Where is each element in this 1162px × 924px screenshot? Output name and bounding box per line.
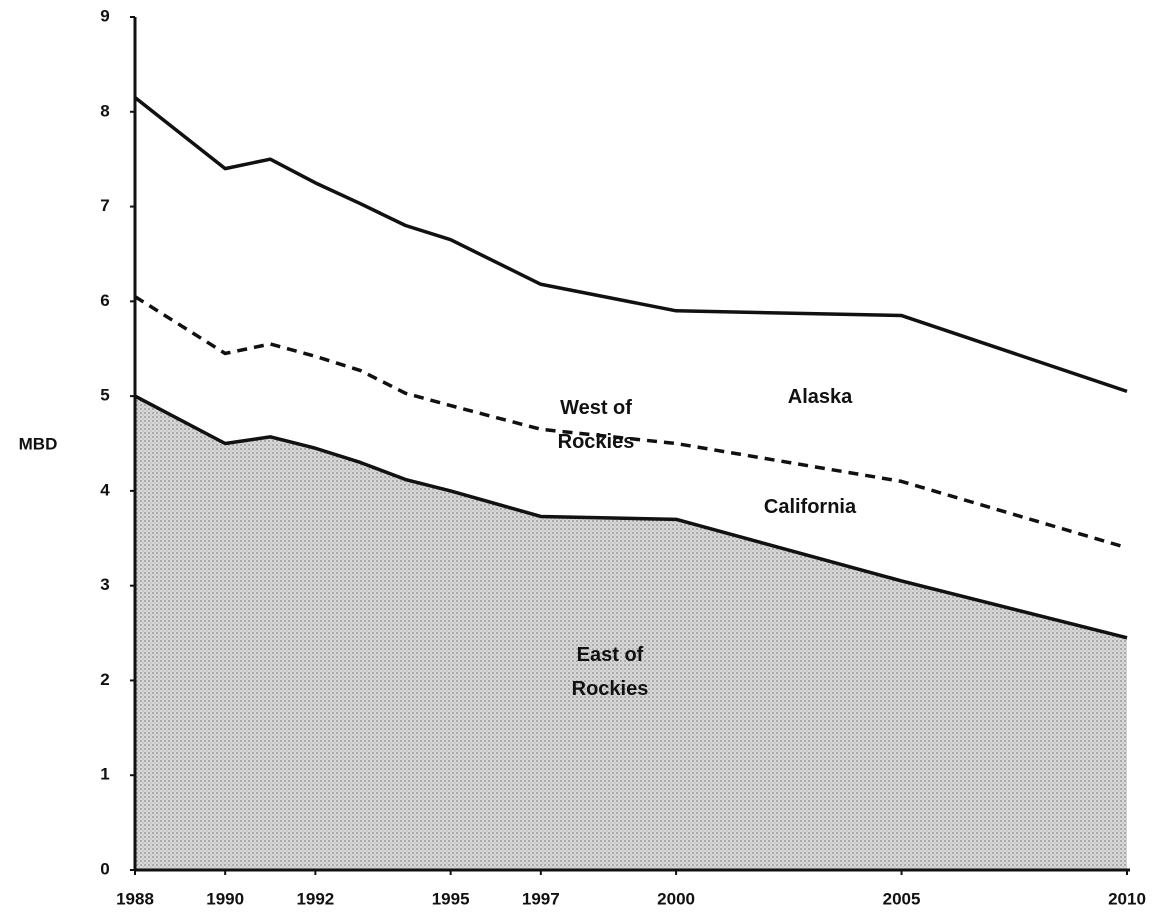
area [135,296,1127,638]
x-tick-label: 1992 [296,889,334,908]
series-line [134,394,1128,640]
y-tick-label: 2 [100,670,109,689]
y-tick-label: 9 [100,6,109,25]
annotation: California [763,496,857,518]
y-tick-label: 8 [100,101,109,120]
y-tick-label: 1 [100,765,109,784]
series-label: Alaska [787,386,853,408]
area [135,97,1127,548]
series-line [134,295,1128,550]
x-tick-label: 2010 [1108,889,1146,908]
x-tick-label: 2005 [883,889,921,908]
x-tick-label: 1997 [522,889,560,908]
x-tick-label: 1988 [116,889,154,908]
y-tick-label: 4 [100,480,110,499]
series-line [133,96,1128,394]
y-tick-label: 0 [100,859,109,878]
x-tick-label: 1990 [206,889,244,908]
y-tick-label: 3 [100,575,109,594]
y-tick-label: 6 [100,291,109,310]
y-tick-label: 5 [100,386,109,405]
y-axis-label: MBD [19,434,58,453]
series-label: West of Rockies [557,397,635,453]
x-tick-label: 1995 [432,889,470,908]
y-tick-label: 7 [100,196,109,215]
area [135,396,1127,870]
series-label: East of Rockies [571,644,649,700]
x-tick-label: 2000 [657,889,695,908]
